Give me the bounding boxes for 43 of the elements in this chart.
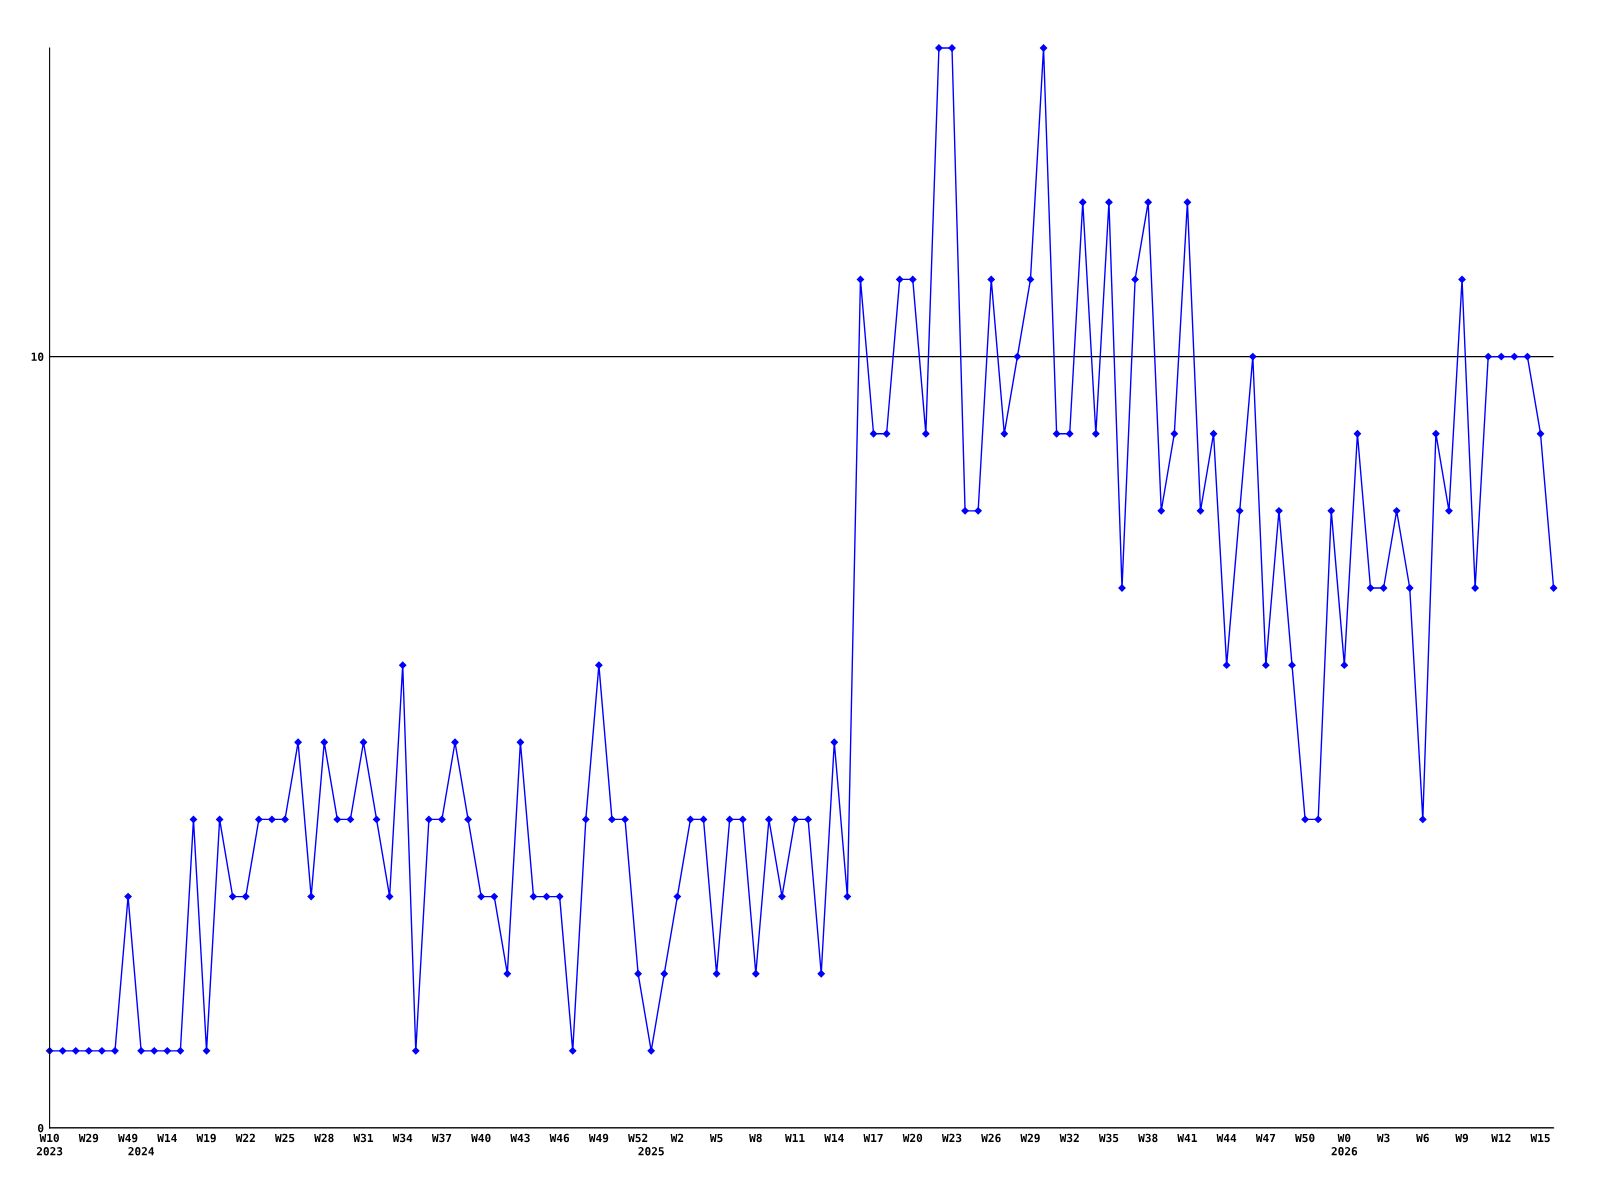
x-tick-label: W49	[588, 1133, 609, 1143]
x-tick-label: W5	[709, 1133, 723, 1143]
x-tick-label: W10 2023	[36, 1133, 63, 1156]
x-tick-label: W9	[1455, 1133, 1469, 1143]
x-tick-label: W29	[78, 1133, 99, 1143]
x-tick-label: W31	[353, 1133, 373, 1143]
x-tick-label: W22	[235, 1133, 255, 1142]
x-tick-label: W14	[157, 1133, 177, 1142]
y-tick-label: 10	[31, 352, 44, 361]
x-tick-label: W12	[1491, 1133, 1511, 1142]
x-tick-label: W11	[785, 1133, 805, 1142]
x-tick-label: W0 2026	[1331, 1133, 1358, 1156]
x-tick-label: W40	[471, 1133, 491, 1143]
x-tick-label: W49	[118, 1133, 138, 1143]
x-tick-label: W35	[1098, 1133, 1119, 1143]
y-tick-label: 0	[38, 1123, 44, 1133]
x-tick-label: W26	[981, 1133, 1001, 1143]
x-tick-label: W6	[1416, 1133, 1429, 1143]
x-tick-label: W20	[902, 1133, 923, 1143]
x-tick-label: W44	[1216, 1133, 1237, 1142]
x-tick-label: W29	[1020, 1133, 1040, 1143]
x-tick-label: W41	[1177, 1133, 1197, 1142]
x-tick-label: W3	[1376, 1133, 1390, 1143]
x-tick-label: W52	[628, 1133, 648, 1143]
x-tick-label: W14	[824, 1133, 844, 1142]
x-tick-label: W43	[510, 1133, 530, 1143]
x-tick-label: W38	[1138, 1133, 1158, 1143]
x-tick-label: W8	[749, 1133, 762, 1143]
x-tick-label: W37	[431, 1133, 452, 1143]
x-tick-label: W32	[1059, 1133, 1079, 1143]
x-tick-label: W17	[863, 1133, 883, 1142]
x-tick-label: W34	[392, 1133, 413, 1143]
x-tick-label: W28	[314, 1133, 334, 1143]
x-tick-label: W15	[1530, 1133, 1550, 1143]
x-tick-label: W19	[196, 1133, 216, 1143]
x-tick-label: W46	[549, 1133, 570, 1143]
x-tick-label: W25	[274, 1133, 295, 1143]
x-tick-label: 2024	[128, 1147, 155, 1156]
x-tick-label: W2	[670, 1133, 684, 1142]
x-tick-label: W50	[1295, 1133, 1315, 1143]
x-tick-label: 2025	[638, 1147, 664, 1156]
x-tick-label: W47	[1255, 1133, 1276, 1142]
x-tick-label: W23	[941, 1133, 962, 1143]
